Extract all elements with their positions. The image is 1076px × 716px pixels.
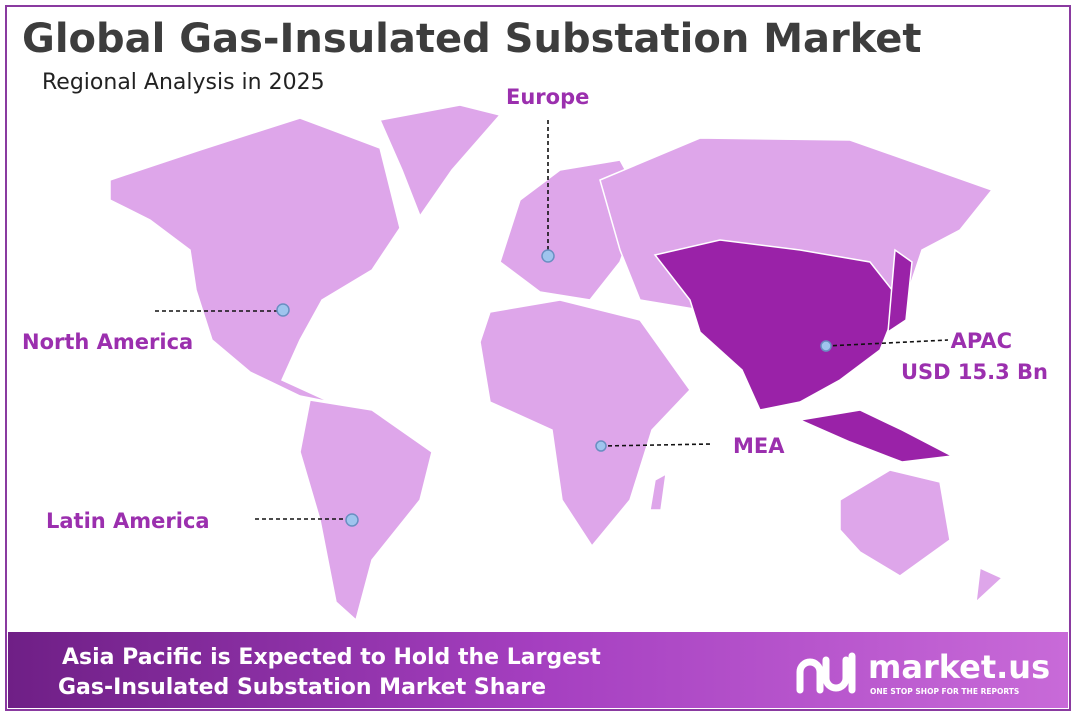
marker [276,303,290,317]
region-label: Latin America [46,509,210,533]
world-map [109,104,1004,622]
marker [595,440,607,452]
footer-text: Gas-Insulated Substation Market Share [58,675,546,700]
title: Global Gas-Insulated Substation Market [22,16,922,62]
marker [820,340,832,352]
leader-line [600,443,713,447]
marker [345,513,359,527]
region-value: USD 15.3 Bn [901,360,1048,384]
region-label: MEA [733,434,785,458]
leader-line [825,339,949,347]
logo: market.us ONE STOP SHOP FOR THE REPORTS [796,648,1050,696]
subtitle: Regional Analysis in 2025 [42,70,325,95]
region-markers [155,120,949,527]
marker [541,249,555,263]
logo-tagline: ONE STOP SHOP FOR THE REPORTS [870,687,1019,696]
region-label: APAC [951,329,1012,353]
footer-band [8,632,1068,708]
region-label: Europe [506,85,589,109]
region-label: North America [22,330,193,354]
logo-name: market.us [868,648,1050,686]
footer-text: Asia Pacific is Expected to Hold the Lar… [62,645,601,670]
